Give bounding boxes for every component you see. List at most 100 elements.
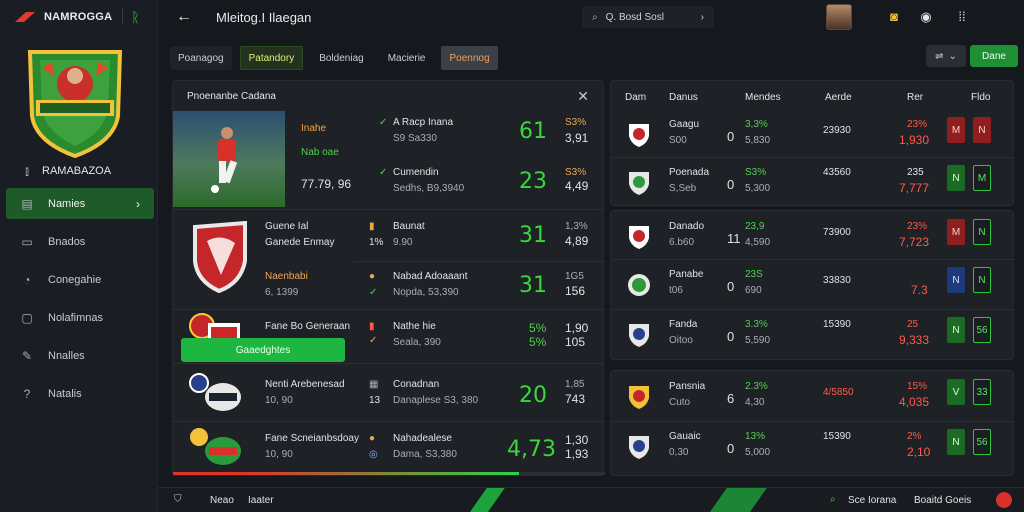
aerde-value: 43560 [823, 167, 851, 178]
row5-name: Fane Scneianbsdoay [265, 433, 359, 444]
row3-c4: 105 [565, 335, 586, 349]
metric-pct: S3% [745, 167, 767, 178]
check-icon: ✓ [369, 335, 378, 346]
form-badge: M [947, 219, 965, 245]
row3-c2: 1,90 [565, 321, 589, 335]
table-row[interactable]: Poenada S,Seb 0 S3% 5,300 43560 235 7,77… [611, 161, 1015, 205]
table-row[interactable]: Panabe t06 0 23S 690 33830 7.3 N N [611, 263, 1015, 307]
sidebar-item-label: Nnalles [48, 349, 85, 362]
row4-score: 20 [519, 383, 547, 408]
bottom-status-2: Boaitd Goeis [914, 495, 972, 506]
aerde-value: 15390 [823, 319, 851, 330]
row1-sub: Ganede Enmay [265, 237, 335, 248]
tab-patandory[interactable]: Patandory [239, 46, 304, 70]
aerde-value: 23930 [823, 125, 851, 136]
grid-icon[interactable]: ⁞⁞ [958, 9, 966, 24]
team-name: Poenada [669, 167, 710, 178]
team-crest [629, 436, 649, 459]
progress-bar [173, 472, 605, 475]
brand-name: NAMROGGA [44, 11, 113, 23]
form-badge: N [947, 267, 965, 293]
tab-macierie[interactable]: Macierie [387, 52, 426, 64]
metric-val: 690 [745, 285, 762, 296]
check-icon: ✓ [379, 167, 388, 178]
team-score: 0 [727, 441, 735, 456]
featured-row1-sub: S9 Sa330 [393, 133, 437, 144]
row5-t2: Dama, S3,380 [393, 449, 457, 460]
tool-icon: ✎ [21, 348, 33, 363]
player-figure [211, 127, 238, 193]
chat-icon[interactable]: ◉ [920, 9, 932, 24]
table-row[interactable]: Gauaic 0,30 0 13% 5,000 15390 2% 2,10 N … [611, 425, 1015, 469]
alert-icon[interactable] [996, 492, 1012, 508]
tab-poanagog[interactable]: Poanagog [170, 46, 232, 70]
team-name: Fanda [669, 319, 698, 330]
table-row[interactable]: Pansnia Cuto 6 2.3% 4,30 4/5850 15% 4,03… [611, 375, 1015, 419]
primary-button[interactable]: Dane [970, 45, 1018, 67]
divider [611, 259, 1015, 260]
metric-val: 5,830 [745, 135, 771, 146]
row4-name: Nenti Arebenesad [265, 379, 345, 390]
team-crest [193, 221, 247, 293]
rer-pct: 235 [907, 167, 924, 178]
team-sub: 6.b60 [669, 237, 695, 248]
tab-boldeniag[interactable]: Boldeniag [319, 52, 364, 64]
avatar[interactable] [826, 4, 852, 30]
sidebar-item-label: Namies [48, 197, 86, 210]
sidebar-item-nnalles[interactable]: ✎ Nnalles [6, 340, 154, 371]
rer-pct: 2% [907, 431, 922, 442]
row5-score: 4,73 [507, 437, 556, 462]
back-arrow-icon[interactable]: ← [176, 8, 192, 25]
row3-c1: 5% [529, 321, 547, 335]
sidebar-nav: ▤ Namies › ▭ Bnados ◔ Conegahie ▢ Nolafi… [6, 188, 154, 416]
column-header: Rer [907, 92, 924, 103]
form-badge: V [947, 379, 965, 405]
list-icon: ▤ [21, 196, 33, 211]
cart-icon: ▢ [21, 310, 33, 325]
shield-icon[interactable]: ⛉ [174, 494, 182, 505]
row5-c1: 1,30 [565, 433, 589, 447]
featured-row2-score: 23 [519, 169, 547, 194]
player-hero-image [173, 111, 285, 207]
aerde-value: 73900 [823, 227, 851, 238]
sidebar-item-nolafimnas[interactable]: ▢ Nolafimnas [6, 302, 154, 333]
rer-value: 9,333 [899, 333, 930, 347]
table-row[interactable]: Fanda Oitoo 0 3.3% 5,590 15390 25 9,333 … [611, 313, 1015, 357]
help-icon: ? [23, 386, 31, 401]
chart-icon: ⫾ [25, 164, 29, 178]
tab-poennog[interactable]: Poennog [441, 46, 498, 70]
sidebar-item-label: Conegahie [48, 273, 102, 286]
gold-icon[interactable]: ◙ [890, 9, 898, 24]
table-row[interactable]: Danado 6.b60 11 23,9 4,590 73900 23% 7,7… [611, 215, 1015, 259]
team-crest [629, 124, 649, 147]
metric-val: 4,590 [745, 237, 771, 248]
divider [173, 421, 605, 422]
featured-row1-odds: 3,91 [565, 131, 589, 145]
column-header: Danus [669, 92, 698, 103]
leaf-icon[interactable]: ᚱ [131, 9, 140, 25]
metric-pct: 3,3% [745, 119, 768, 130]
featured-row1-pct: S3% [565, 117, 587, 128]
divider [611, 157, 1015, 158]
close-icon[interactable]: ✕ [577, 88, 589, 104]
featured-row2-title: Cumendin [393, 167, 439, 178]
primary-action-button[interactable]: Gaaedghtes [181, 338, 345, 362]
form-badge: 33 [973, 379, 991, 405]
sidebar-item-bnados[interactable]: ▭ Bnados [6, 226, 154, 257]
team-name: Gauaic [669, 431, 701, 442]
arrow-right-icon: › [700, 11, 704, 23]
team-sub: Oitoo [669, 335, 693, 346]
rer-pct: 23% [907, 119, 928, 130]
sidebar-item-conegahie[interactable]: ◔ Conegahie [6, 264, 154, 295]
rer-pct: 15% [907, 381, 928, 392]
filter-dropdown[interactable]: ⇌ ⌄ [926, 45, 966, 67]
sidebar-item-namies[interactable]: ▤ Namies › [6, 188, 154, 219]
search-bar[interactable]: ⌕ Q. Bosd Sosl › [582, 6, 714, 28]
team-name: Pansnia [669, 381, 706, 392]
sidebar-item-natalis[interactable]: ? Natalis [6, 378, 154, 409]
row4-c2: 743 [565, 392, 586, 406]
search-icon[interactable]: ⌕ [830, 494, 836, 505]
table-row[interactable]: Gaagu S00 0 3,3% 5,830 23930 23% 1,930 M… [611, 113, 1015, 157]
team-sub: 0,30 [669, 447, 689, 458]
row3-t1: Nathe hie [393, 321, 436, 332]
